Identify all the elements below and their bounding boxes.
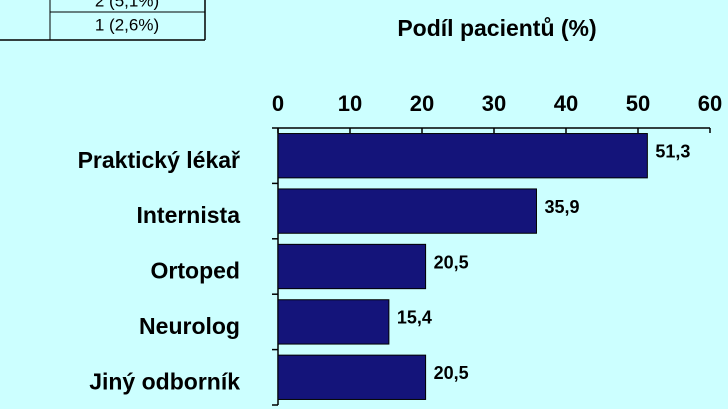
- y-tick-label: Ortoped: [151, 258, 240, 284]
- x-tick-label: 0: [272, 91, 284, 116]
- x-tick-label: 10: [338, 91, 362, 116]
- y-tick-label: Praktický lékař: [78, 147, 240, 173]
- y-tick-label: Neurolog: [139, 313, 240, 339]
- chart-title: Podíl pacientů (%): [397, 15, 596, 41]
- table-cell: 2 (5,1%): [95, 0, 159, 10]
- x-tick-label: 40: [554, 91, 578, 116]
- bar: [277, 354, 427, 400]
- x-tick-label: 30: [482, 91, 506, 116]
- x-tick-label: 20: [410, 91, 434, 116]
- x-tick-label: 60: [698, 91, 722, 116]
- bar: [277, 133, 648, 179]
- bar: [277, 299, 390, 345]
- value-label: 20,5: [434, 252, 469, 272]
- bar: [277, 188, 537, 234]
- table-fragment: 2 (5,1%) 1 (2,6%): [0, 0, 206, 41]
- value-label: 51,3: [655, 141, 690, 161]
- y-tick-label: Internista: [136, 202, 240, 228]
- value-label: 20,5: [434, 363, 469, 383]
- y-tick-label: Jiný odborník: [89, 368, 240, 394]
- x-tick-label: 50: [626, 91, 650, 116]
- value-label: 35,9: [544, 197, 579, 217]
- value-label: 15,4: [397, 308, 432, 328]
- table-cell: 1 (2,6%): [95, 15, 159, 34]
- bar: [277, 243, 427, 290]
